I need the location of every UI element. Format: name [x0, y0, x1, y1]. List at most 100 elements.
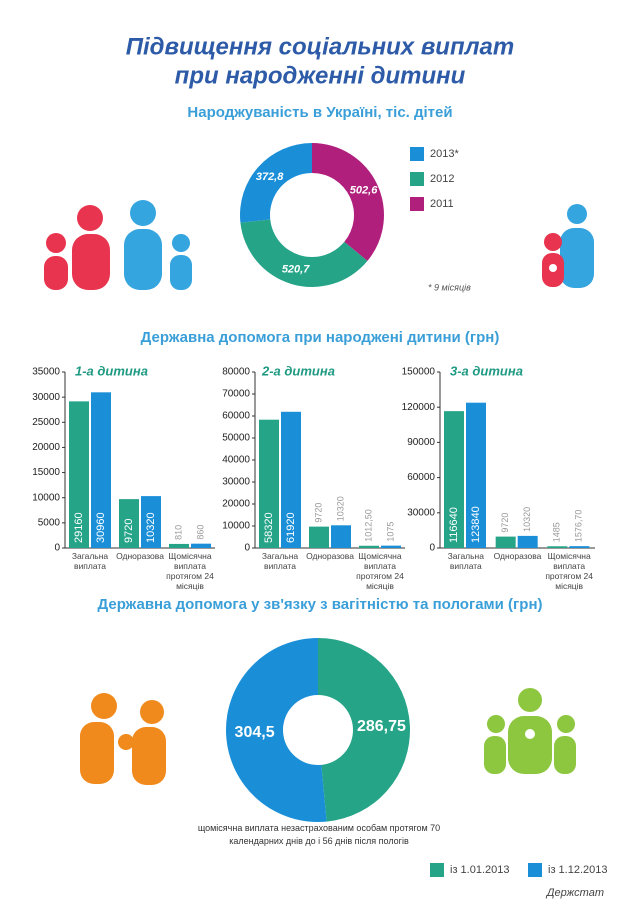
- data-label: 520,7: [282, 263, 310, 275]
- data-label: 116640: [448, 507, 460, 543]
- data-label: 30960: [95, 512, 107, 543]
- y-tick-label: 70000: [222, 389, 250, 400]
- x-tick-label: Загальна виплата: [71, 551, 109, 571]
- bar: [331, 525, 351, 548]
- bar: [119, 499, 139, 548]
- x-tick-label-box: Щомісячна виплата протягом 24 місяців: [166, 551, 214, 591]
- legend-swatch: [410, 172, 424, 186]
- data-label: 10320: [335, 496, 345, 521]
- data-label: 123840: [470, 506, 482, 543]
- chart-title: 2-а дитина: [261, 363, 335, 378]
- data-label: 372,8: [256, 171, 284, 183]
- x-tick-label-box: Загальна виплата: [71, 551, 109, 571]
- y-tick-label: 30000: [222, 477, 250, 488]
- legend-swatch: [410, 197, 424, 211]
- x-tick-label-box: Щомісячна виплата протягом 24 місяців: [356, 551, 404, 591]
- x-tick-label: Щомісячна виплата протягом 24 місяців: [545, 551, 593, 591]
- data-label: 1075: [385, 522, 395, 542]
- note: * 9 місяців: [428, 282, 471, 292]
- data-label: 10320: [145, 512, 157, 543]
- bar: [91, 392, 111, 548]
- y-tick-label: 15000: [32, 467, 60, 478]
- bar: [281, 411, 301, 548]
- data-label: 29160: [73, 512, 85, 543]
- data-label: 286,75: [357, 718, 406, 735]
- y-tick-label: 10000: [32, 492, 60, 503]
- y-tick-label: 25000: [32, 417, 60, 428]
- data-label: 304,5: [235, 724, 275, 741]
- x-tick-label-box: Загальна виплата: [261, 551, 299, 571]
- data-label: 1485: [552, 522, 562, 542]
- data-label: 1576,70: [574, 510, 584, 543]
- bar: [259, 419, 279, 548]
- bar: [517, 535, 538, 548]
- data-label: 61920: [285, 512, 297, 543]
- source: Держстат: [545, 887, 604, 899]
- y-tick-label: 90000: [407, 437, 435, 448]
- x-tick-label-box: Одноразова: [493, 551, 542, 561]
- family-icon: [44, 200, 192, 290]
- main-title: при народженні дитини: [175, 62, 466, 89]
- y-tick-label: 30000: [32, 392, 60, 403]
- bar: [444, 411, 464, 548]
- data-label: 1012,50: [363, 509, 373, 542]
- y-tick-label: 0: [429, 543, 435, 554]
- x-tick-label-box: Загальна виплата: [447, 551, 484, 571]
- x-tick-label: Одноразова: [493, 551, 542, 561]
- y-tick-label: 30000: [407, 507, 435, 518]
- pie-slice: [240, 219, 368, 287]
- bar: [359, 545, 379, 548]
- data-label: 9720: [500, 513, 510, 533]
- legend-label: 2011: [430, 198, 454, 210]
- data-label: 9720: [313, 503, 323, 523]
- legend-label: із 1.01.2013: [450, 864, 509, 876]
- bar: [309, 526, 329, 548]
- bar: [547, 546, 568, 548]
- data-label: 860: [195, 525, 205, 540]
- data-label: 10320: [522, 507, 532, 532]
- pie-slice: [318, 638, 411, 822]
- y-tick-label: 60000: [407, 472, 435, 483]
- couple-icon: [80, 693, 166, 785]
- legend-label: із 1.12.2013: [548, 864, 607, 876]
- y-tick-label: 20000: [32, 442, 60, 453]
- y-tick-label: 10000: [222, 521, 250, 532]
- y-tick-label: 5000: [38, 517, 61, 528]
- family-icon-green: [484, 688, 576, 774]
- x-tick-label: Щомісячна виплата протягом 24 місяців: [166, 551, 214, 591]
- y-tick-label: 50000: [222, 433, 250, 444]
- chart-title: 1-а дитина: [75, 363, 148, 378]
- legend-label: 2013*: [430, 148, 459, 160]
- y-tick-label: 35000: [32, 367, 60, 378]
- x-tick-label: Одноразова: [306, 551, 354, 561]
- chart-title: Державна допомога у зв'язку з вагітністю…: [97, 596, 542, 613]
- data-label: 502,6: [350, 185, 378, 197]
- data-label: 58320: [263, 512, 275, 543]
- y-tick-label: 120000: [402, 402, 436, 413]
- legend-swatch: [528, 863, 542, 877]
- caption-box: щомісячна виплата незастрахованим особам…: [197, 823, 441, 846]
- y-tick-label: 0: [244, 543, 250, 554]
- pie-slice: [226, 638, 327, 822]
- legend-swatch: [430, 863, 444, 877]
- caption: щомісячна виплата незастрахованим особам…: [197, 823, 441, 846]
- x-tick-label: Щомісячна виплата протягом 24 місяців: [356, 551, 404, 591]
- data-label: 9720: [123, 519, 135, 543]
- x-tick-label: Загальна виплата: [261, 551, 299, 571]
- x-tick-label-box: Одноразова: [306, 551, 354, 561]
- pie-slice: [240, 143, 312, 223]
- main-title: Підвищення соціальних виплат: [126, 33, 515, 60]
- x-tick-label: Одноразова: [116, 551, 164, 561]
- bar: [141, 496, 161, 548]
- section-title: Державна допомога при народжені дитини (…: [141, 329, 500, 346]
- x-tick-label: Загальна виплата: [447, 551, 484, 571]
- mother-icon: [542, 204, 594, 288]
- y-tick-label: 40000: [222, 455, 250, 466]
- y-tick-label: 0: [54, 543, 60, 554]
- bar: [381, 545, 401, 548]
- bar: [495, 536, 516, 548]
- bar: [169, 543, 189, 548]
- pie-slice: [312, 143, 384, 261]
- x-tick-label-box: Щомісячна виплата протягом 24 місяців: [545, 551, 593, 591]
